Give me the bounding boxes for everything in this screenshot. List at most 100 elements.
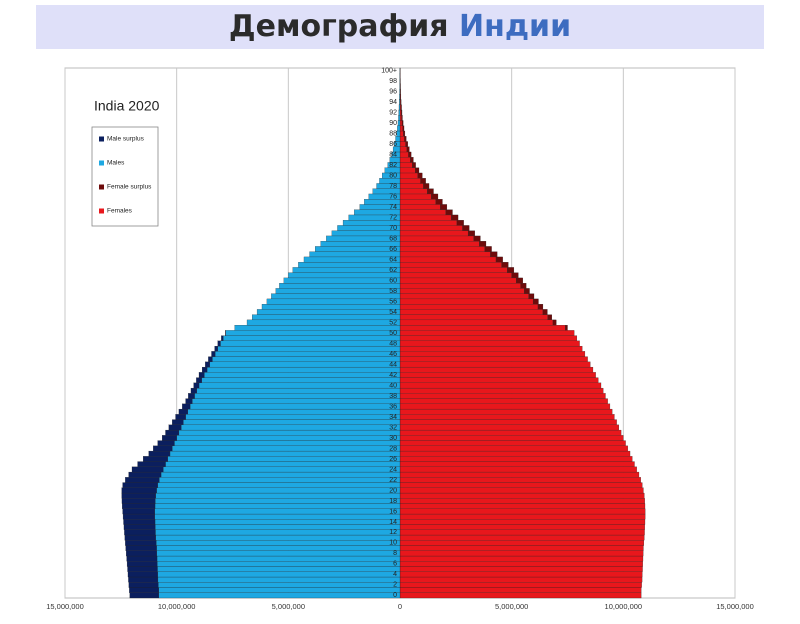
bar bbox=[399, 366, 594, 373]
bar bbox=[501, 262, 509, 268]
bar bbox=[252, 314, 401, 321]
bar bbox=[157, 561, 401, 567]
bar bbox=[122, 513, 155, 520]
bar bbox=[399, 482, 643, 488]
y-tick-label: 42 bbox=[389, 372, 397, 379]
bar bbox=[399, 199, 436, 205]
bar bbox=[397, 125, 401, 132]
bar bbox=[303, 256, 401, 263]
bar bbox=[427, 188, 434, 195]
bar bbox=[128, 471, 162, 478]
bar bbox=[165, 429, 180, 436]
bar bbox=[445, 209, 453, 216]
bar bbox=[399, 498, 645, 504]
bar bbox=[399, 256, 497, 263]
bar bbox=[399, 293, 529, 300]
bar bbox=[157, 566, 401, 572]
bar bbox=[196, 377, 202, 383]
bar bbox=[399, 130, 404, 137]
bar bbox=[202, 366, 208, 373]
bar bbox=[192, 398, 401, 404]
bar bbox=[127, 571, 158, 578]
bar bbox=[271, 293, 401, 300]
bar bbox=[565, 325, 568, 331]
bar bbox=[189, 403, 401, 410]
bar bbox=[127, 566, 158, 572]
bar bbox=[246, 319, 401, 326]
bar bbox=[547, 314, 552, 321]
bar bbox=[399, 445, 628, 452]
bar bbox=[137, 461, 166, 467]
bar bbox=[159, 477, 401, 483]
x-tick-label: 10,000,000 bbox=[158, 602, 196, 611]
bar bbox=[129, 592, 159, 599]
bar bbox=[217, 340, 221, 347]
bar bbox=[178, 429, 401, 436]
bar bbox=[172, 445, 401, 452]
bar bbox=[397, 120, 401, 126]
bar bbox=[399, 188, 428, 195]
y-tick-label: 46 bbox=[389, 351, 397, 358]
bar bbox=[399, 298, 534, 305]
y-tick-label: 18 bbox=[389, 498, 397, 505]
bar bbox=[516, 277, 523, 284]
y-tick-label: 72 bbox=[389, 214, 397, 221]
bar bbox=[194, 393, 401, 399]
bar bbox=[190, 387, 197, 394]
bar bbox=[124, 529, 156, 536]
bar bbox=[399, 524, 645, 530]
bar bbox=[399, 398, 608, 404]
y-tick-label: 60 bbox=[389, 277, 397, 284]
header-title-highlight: Индии bbox=[458, 9, 572, 44]
bar bbox=[402, 125, 405, 132]
bar bbox=[399, 220, 458, 226]
bar bbox=[408, 151, 412, 158]
y-tick-label: 40 bbox=[389, 382, 397, 389]
bar bbox=[399, 162, 413, 168]
y-tick-label: 58 bbox=[389, 288, 397, 295]
bar bbox=[126, 555, 158, 562]
bar bbox=[399, 387, 604, 394]
x-tick-label: 5,000,000 bbox=[272, 602, 305, 611]
bar bbox=[520, 283, 527, 289]
bar bbox=[283, 277, 401, 284]
bar bbox=[205, 361, 210, 368]
bar bbox=[175, 414, 186, 420]
y-tick-label: 70 bbox=[389, 225, 397, 232]
bar bbox=[396, 130, 401, 137]
bar bbox=[406, 146, 410, 153]
bar bbox=[462, 225, 470, 231]
bar bbox=[412, 162, 416, 168]
bar bbox=[399, 167, 416, 174]
bar bbox=[542, 309, 548, 315]
y-tick-label: 48 bbox=[389, 340, 397, 347]
y-tick-label: 36 bbox=[389, 403, 397, 410]
bar bbox=[399, 251, 491, 258]
bar bbox=[187, 408, 401, 415]
bar bbox=[201, 377, 401, 383]
bar bbox=[399, 377, 599, 383]
bar bbox=[155, 529, 401, 536]
bar bbox=[399, 435, 624, 441]
bar bbox=[399, 361, 591, 368]
bar bbox=[288, 272, 401, 279]
bar bbox=[122, 503, 156, 509]
bar bbox=[154, 513, 401, 520]
x-tick-label: 5,000,000 bbox=[495, 602, 528, 611]
bar bbox=[154, 508, 401, 515]
y-tick-label: 14 bbox=[389, 519, 397, 526]
y-tick-label: 88 bbox=[389, 130, 397, 137]
y-tick-label: 76 bbox=[389, 193, 397, 200]
bar bbox=[196, 387, 401, 394]
bar bbox=[172, 419, 184, 425]
y-tick-label: 74 bbox=[389, 204, 397, 211]
y-tick-label: 34 bbox=[389, 414, 397, 421]
bar bbox=[451, 214, 459, 221]
bar bbox=[214, 351, 401, 357]
bar bbox=[399, 272, 512, 279]
bar bbox=[157, 571, 401, 578]
bar bbox=[160, 471, 401, 478]
y-tick-label: 92 bbox=[389, 109, 397, 116]
bar bbox=[399, 104, 402, 111]
bar bbox=[399, 519, 646, 525]
